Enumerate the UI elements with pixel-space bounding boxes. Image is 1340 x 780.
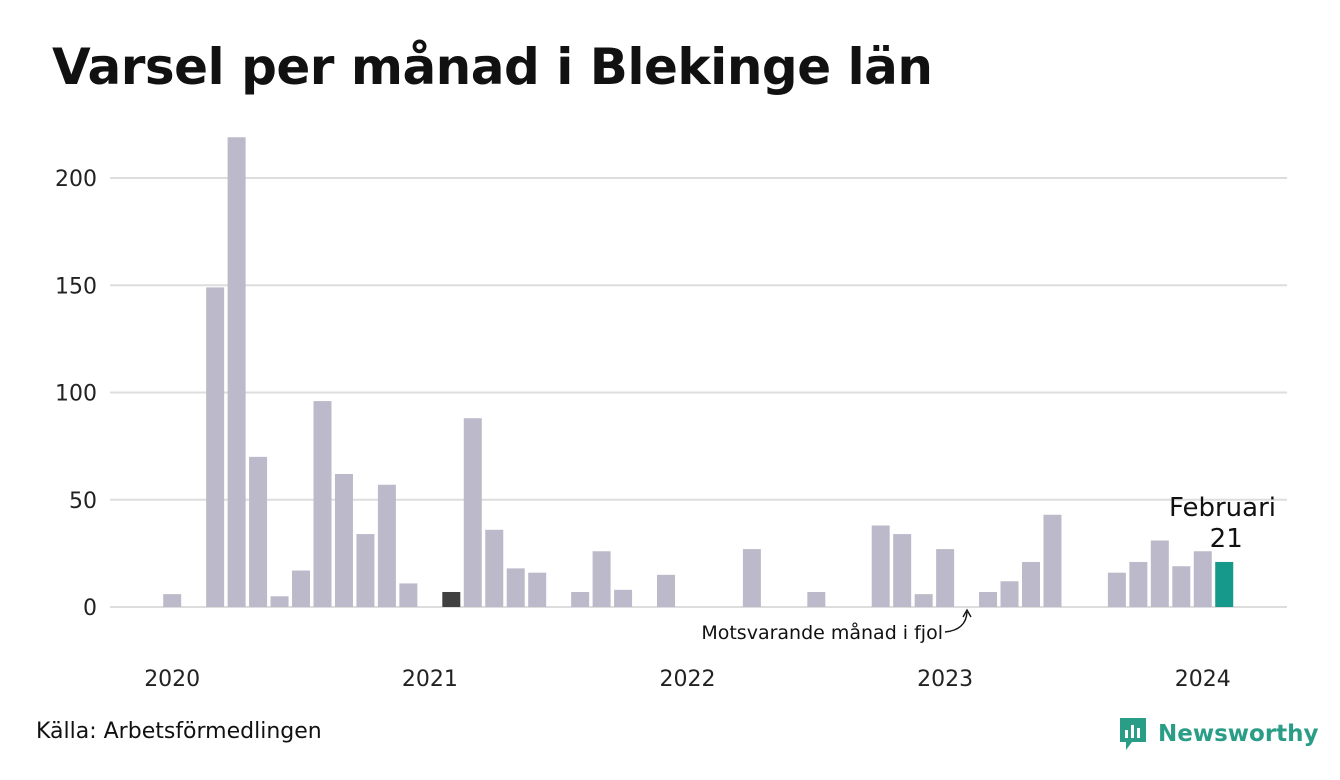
newsworthy-logo-icon [1120,718,1146,750]
bar [1022,561,1040,607]
bar [1107,572,1126,607]
bar [270,596,289,607]
bar [871,525,890,607]
bar [1129,561,1148,607]
bar [1193,551,1212,607]
bar [936,549,955,607]
y-tick-label: 0 [83,596,97,621]
bar [571,591,590,607]
bar [893,534,912,607]
bar [1000,581,1019,607]
bar [1150,540,1169,607]
brand-name: Newsworthy [1158,721,1319,747]
source-label: Källa: Arbetsförmedlingen [36,719,322,744]
y-tick-label: 50 [69,489,97,514]
bar [377,484,396,607]
x-tick-label: 2021 [402,667,458,692]
bar [1043,514,1062,607]
y-tick-label: 100 [55,382,97,407]
bar [914,594,933,607]
bar [807,591,826,607]
x-tick-label: 2024 [1175,667,1231,692]
bar [979,591,998,607]
bar [528,572,547,607]
bar [334,474,353,607]
bar [1215,561,1234,607]
brand-logo[interactable]: Newsworthy [1118,714,1319,754]
bar [592,551,611,607]
bar [399,583,418,607]
previous-year-label: Motsvarande månad i fjol [701,621,943,644]
chart-title: Varsel per månad i Blekinge län [52,38,933,96]
bar [506,568,525,607]
bar [163,594,182,607]
bar [485,529,504,607]
bar [227,137,246,607]
bar [356,534,375,607]
x-tick-label: 2020 [144,667,200,692]
bar [206,287,225,607]
current-value-label: 21 [1210,524,1243,554]
x-tick-label: 2023 [917,667,973,692]
bar [657,574,676,607]
bar [249,456,268,607]
annotation-arrow [944,611,968,633]
bar [313,401,332,607]
y-tick-label: 200 [55,167,97,192]
bar [292,570,311,607]
bar [742,549,761,607]
bar [614,589,633,607]
current-month-label: Februari [1169,493,1276,523]
annotation-arrowhead [962,608,972,618]
bar [1172,566,1191,607]
x-tick-label: 2022 [659,667,715,692]
bar [463,418,482,607]
y-tick-label: 150 [55,274,97,299]
bar [442,591,461,607]
